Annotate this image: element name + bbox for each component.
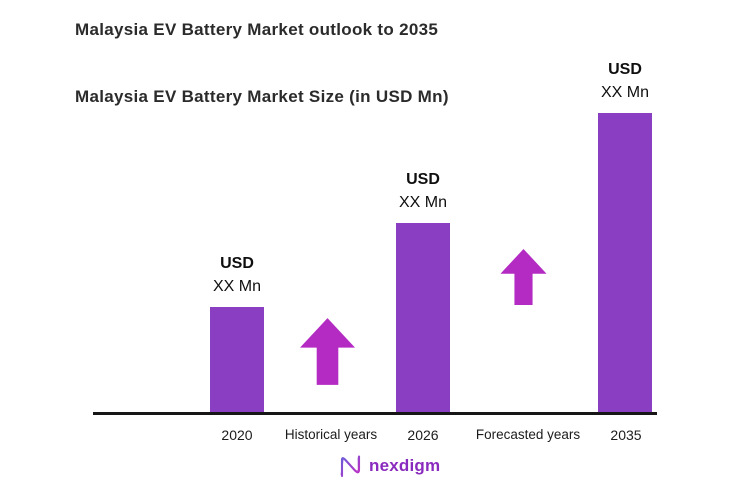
bar-group-2035: USD XX Mn bbox=[598, 58, 652, 413]
bar-group-2026: USD XX Mn bbox=[396, 168, 450, 413]
x-tick-2020: 2020 bbox=[221, 427, 253, 443]
nexdigm-logo-icon bbox=[340, 455, 361, 478]
bar-2035 bbox=[598, 113, 652, 413]
bar-2026 bbox=[396, 223, 450, 413]
bar-value-label-2020: USD XX Mn bbox=[213, 252, 261, 298]
growth-arrow-icon bbox=[300, 318, 355, 385]
value-amount: XX Mn bbox=[600, 84, 649, 101]
bar-value-label-2026: USD XX Mn bbox=[399, 168, 447, 214]
growth-arrow-icon bbox=[500, 249, 547, 305]
x-axis-line bbox=[93, 412, 657, 415]
value-currency: USD bbox=[220, 255, 254, 272]
x-tick-2026: 2026 bbox=[407, 427, 439, 443]
bar-group-2020: USD XX Mn bbox=[210, 252, 264, 413]
value-amount: XX Mn bbox=[398, 194, 447, 211]
bar-2020 bbox=[210, 307, 264, 413]
value-currency: USD bbox=[406, 171, 440, 188]
x-tick-2035: 2035 bbox=[610, 427, 642, 443]
brand-footer: nexdigm bbox=[338, 452, 440, 480]
bar-value-label-2035: USD XX Mn bbox=[601, 58, 649, 104]
value-amount: XX Mn bbox=[212, 278, 261, 295]
brand-name: nexdigm bbox=[369, 456, 441, 475]
chart-title: Malaysia EV Battery Market outlook to 20… bbox=[75, 20, 439, 39]
chart-subtitle: Malaysia EV Battery Market Size (in USD … bbox=[75, 87, 449, 106]
x-segment-forecasted-years: Forecasted years bbox=[475, 427, 581, 442]
value-currency: USD bbox=[608, 61, 642, 78]
x-segment-historical-years: Historical years bbox=[284, 427, 378, 442]
